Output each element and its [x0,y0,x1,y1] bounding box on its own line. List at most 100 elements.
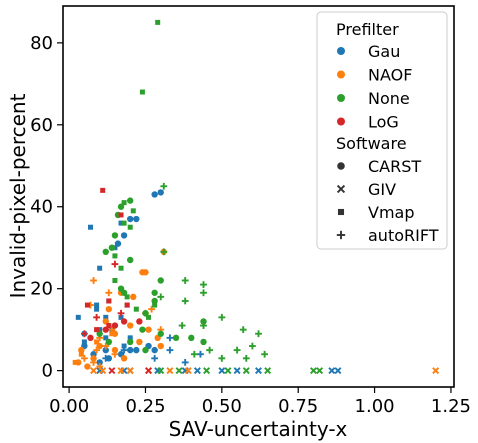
legend-marker-carst [337,162,345,170]
point-gau-carst [133,215,140,223]
point-none-vmap [112,253,118,259]
point-naof-carst [105,305,113,313]
point-none-vmap [124,294,130,300]
point-gau-carst [102,346,109,354]
point-naof-carst [130,293,137,301]
point-none-autorift [160,182,168,190]
point-none-carst [127,197,134,204]
point-naof-carst [157,342,164,350]
point-none-autorift [160,248,168,256]
point-none-carst [139,326,146,333]
point-gau-autorift [197,350,204,358]
point-naof-carst [139,269,146,276]
point-log-autorift [111,260,119,268]
legend-hue-entries: Gau NAOF None LoG [337,42,412,132]
point-gau-vmap [87,224,93,230]
point-log-vmap [118,212,124,218]
point-none-autorift [239,326,247,334]
point-naof-giv [126,367,134,375]
point-none-autorift [242,354,250,362]
point-naof-giv [90,367,98,375]
legend-label-log: LoG [368,113,399,132]
point-gau-giv [328,367,336,375]
point-none-carst [127,338,134,346]
y-tick-label: 80 [30,33,53,54]
point-none-vmap [152,302,158,308]
point-gau-vmap [97,327,103,333]
legend-label-vmap: Vmap [368,203,415,222]
point-none-vmap [112,277,118,283]
x-axis-label: SAV-uncertainty-x [169,417,348,441]
legend-label-none: None [368,89,410,108]
point-none-carst [108,244,116,251]
legend-label-naof: NAOF [368,66,412,85]
point-naof-autorift [105,289,113,297]
legend-box [316,11,448,250]
y-tick-label: 0 [42,361,53,382]
point-naof-vmap [109,331,115,337]
point-naof-giv [117,367,125,375]
point-log-vmap [124,302,130,308]
point-none-vmap [155,19,161,25]
point-none-vmap [133,306,139,312]
point-naof-carst [90,355,97,362]
legend-hue-title: Prefilter [336,20,399,39]
point-none-autorift [181,277,189,284]
point-naof-vmap [78,351,84,357]
point-none-carst [102,248,109,256]
point-log-giv [108,367,116,375]
point-log-vmap [100,187,106,193]
point-none-carst [172,334,180,342]
point-log-vmap [94,327,100,333]
legend-marker-gau [337,47,345,55]
point-naof-autorift [90,359,97,366]
point-none-autorift [261,350,269,358]
point-gau-vmap [118,314,124,320]
point-gau-autorift [120,346,128,354]
point-none-autorift [206,346,214,354]
point-log-carst [87,334,94,342]
point-naof-autorift [80,354,88,362]
point-naof-autorift [93,346,101,354]
point-none-vmap [146,314,152,320]
point-none-giv [175,367,183,375]
point-naof-carst [127,322,134,329]
point-none-giv [264,367,272,375]
point-none-giv [203,367,211,375]
point-none-carst [127,256,134,264]
point-none-carst [142,346,149,354]
point-log-carst [111,322,119,329]
point-naof-carst [84,363,91,370]
point-none-carst [200,318,207,325]
point-gau-vmap [97,265,103,271]
point-gau-giv [233,367,241,375]
point-none-vmap [118,265,124,271]
point-gau-vmap [127,335,133,341]
legend-style-entries: CARST GIV Vmap autoRIFT [336,157,439,245]
point-naof-giv [184,367,192,375]
y-tick-label: 60 [30,115,53,136]
points-layer [72,19,440,375]
point-gau-vmap [81,339,87,345]
point-none-autorift [233,346,241,354]
point-none-giv [310,367,317,375]
point-naof-vmap [94,339,100,345]
point-none-autorift [178,322,186,329]
point-gau-carst [133,346,140,354]
x-tick-label: 0.50 [202,396,242,417]
y-axis: 0 20 40 60 80 [30,33,63,382]
y-axis-label: Invalid-pixel-percent [6,93,30,298]
point-gau-vmap [94,306,100,312]
point-none-vmap [121,220,127,226]
point-naof-autorift [96,363,104,370]
point-none-autorift [200,281,207,288]
point-naof-giv [99,367,107,375]
point-naof-carst [120,355,128,362]
legend-marker-none [337,94,345,102]
point-gau-carst [151,346,158,354]
legend-marker-giv [336,184,346,194]
point-log-autorift [80,330,88,338]
point-gau-autorift [181,359,189,366]
x-tick-label: 1.00 [355,396,395,417]
point-none-carst [105,338,113,346]
